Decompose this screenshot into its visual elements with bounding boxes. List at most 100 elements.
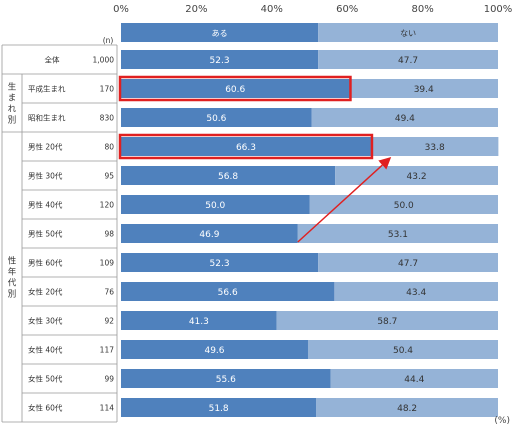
bar-value-label: 55.6 bbox=[216, 375, 236, 385]
chart-row: 昭和生まれ 830 50.6 49.4 bbox=[28, 108, 498, 127]
bar-value-label: 49.4 bbox=[395, 114, 415, 124]
group-label-char: 年 bbox=[8, 267, 17, 278]
row-category-label: 男性 50代 bbox=[28, 229, 63, 239]
bar-value-label: 43.4 bbox=[406, 288, 426, 298]
bar-segment-nai bbox=[334, 282, 498, 301]
highlight-box bbox=[118, 75, 352, 102]
bar-value-label: 56.6 bbox=[218, 288, 238, 298]
bar-value-label: 58.7 bbox=[377, 317, 397, 327]
bar-value-label: 43.2 bbox=[407, 172, 427, 182]
bar-segment-aru bbox=[121, 282, 335, 301]
row-category-label: 全体 bbox=[45, 55, 60, 65]
highlight-box bbox=[118, 133, 374, 160]
annotation-arrow bbox=[297, 156, 392, 243]
row-category-label: 女性 40代 bbox=[28, 345, 63, 355]
row-n-value: 80 bbox=[104, 143, 114, 152]
bar-segment-nai bbox=[370, 137, 499, 156]
bar-segment-nai bbox=[309, 195, 498, 214]
row-n-value: 98 bbox=[104, 230, 114, 239]
bar-value-label: 50.6 bbox=[206, 114, 226, 124]
bar-value-label: 47.7 bbox=[398, 56, 418, 66]
bar-value-label: 56.8 bbox=[218, 172, 238, 182]
x-tick-label: 0% bbox=[113, 4, 129, 15]
n-header: (n) bbox=[103, 36, 114, 45]
chart-row: 男性 40代 120 50.0 50.0 bbox=[28, 195, 498, 214]
row-n-value: 170 bbox=[100, 85, 115, 94]
bar-segment-aru bbox=[121, 137, 371, 156]
bar-value-label: 48.2 bbox=[397, 404, 417, 414]
bar-segment-nai bbox=[318, 253, 498, 272]
bar-segment-aru bbox=[121, 195, 310, 214]
x-tick-label: 20% bbox=[185, 4, 207, 15]
bar-segment-aru bbox=[121, 224, 298, 243]
bar-value-label: 60.6 bbox=[225, 85, 245, 95]
bar-segment-aru bbox=[121, 166, 336, 185]
bar-value-label: 51.8 bbox=[209, 404, 229, 414]
chart-row: 男性 20代 80 66.3 33.8 bbox=[28, 133, 499, 160]
legend-swatch bbox=[121, 23, 319, 42]
row-category-label: 女性 20代 bbox=[28, 287, 63, 297]
group-label-char: 代 bbox=[8, 278, 17, 289]
row-category-label: 男性 60代 bbox=[28, 258, 63, 268]
row-category-label: 女性 50代 bbox=[28, 374, 63, 384]
row-category-label: 昭和生まれ bbox=[28, 113, 66, 123]
x-tick-label: 40% bbox=[261, 4, 283, 15]
bar-value-label: 52.3 bbox=[210, 259, 230, 269]
row-n-value: 76 bbox=[104, 288, 114, 297]
bar-value-label: 49.6 bbox=[204, 346, 224, 356]
row-category-label: 男性 30代 bbox=[28, 171, 63, 181]
row-n-value: 830 bbox=[100, 114, 115, 123]
bar-value-label: 53.1 bbox=[388, 230, 408, 240]
bar-segment-aru bbox=[121, 340, 308, 359]
bar-segment-nai bbox=[276, 311, 498, 330]
group-label-char: 生 bbox=[8, 82, 17, 93]
bar-segment-nai bbox=[307, 340, 498, 359]
bar-value-label: 33.8 bbox=[425, 143, 445, 153]
bar-value-label: 44.4 bbox=[404, 375, 424, 385]
row-n-value: 92 bbox=[104, 317, 114, 326]
legend-label: ある bbox=[212, 29, 228, 38]
bar-value-label: 66.3 bbox=[236, 143, 256, 153]
legend-swatch bbox=[318, 23, 498, 42]
chart-row: 全体 1,000 52.3 47.7 bbox=[45, 50, 498, 69]
chart-row: 男性 50代 98 46.9 53.1 bbox=[28, 224, 498, 243]
chart-row: 女性 50代 99 55.6 44.4 bbox=[28, 369, 498, 388]
bar-segment-aru bbox=[121, 108, 312, 127]
group-label-char: ま bbox=[8, 94, 17, 104]
chart-row: 女性 20代 76 56.6 43.4 bbox=[28, 282, 498, 301]
chart-row: 女性 60代 114 51.8 48.2 bbox=[28, 398, 498, 417]
bar-segment-nai bbox=[330, 369, 498, 388]
chart-row: 平成生まれ 170 60.6 39.4 bbox=[28, 75, 498, 102]
x-tick-label: 80% bbox=[411, 4, 433, 15]
bar-value-label: 41.3 bbox=[189, 317, 209, 327]
row-n-value: 109 bbox=[100, 259, 115, 268]
bar-segment-aru bbox=[121, 253, 319, 272]
chart-row: 男性 30代 95 56.8 43.2 bbox=[28, 166, 498, 185]
legend-label: ない bbox=[400, 29, 416, 38]
row-n-value: 99 bbox=[104, 375, 114, 384]
bar-value-label: 46.9 bbox=[199, 230, 219, 240]
row-category-label: 男性 20代 bbox=[28, 142, 63, 152]
x-tick-label: 60% bbox=[336, 4, 358, 15]
group-label-char: 性 bbox=[8, 256, 17, 267]
bar-segment-aru bbox=[121, 311, 277, 330]
group-label-char: 別 bbox=[8, 116, 17, 126]
group-label-char: 別 bbox=[8, 290, 17, 300]
bar-segment-nai bbox=[316, 398, 498, 417]
bar-segment-nai bbox=[349, 79, 498, 98]
group-label-char: れ bbox=[8, 105, 17, 115]
bar-value-label: 39.4 bbox=[414, 85, 434, 95]
bar-value-label: 50.4 bbox=[393, 346, 413, 356]
bar-segment-nai bbox=[297, 224, 498, 243]
chart-row: 女性 30代 92 41.3 58.7 bbox=[28, 311, 498, 330]
row-n-value: 120 bbox=[100, 201, 115, 210]
row-category-label: 女性 30代 bbox=[28, 316, 63, 326]
bar-segment-aru bbox=[121, 50, 319, 69]
bar-segment-nai bbox=[318, 50, 498, 69]
row-n-value: 114 bbox=[100, 404, 115, 413]
bar-value-label: 47.7 bbox=[398, 259, 418, 269]
unit-label: (%) bbox=[494, 416, 510, 426]
row-n-value: 1,000 bbox=[93, 56, 115, 65]
